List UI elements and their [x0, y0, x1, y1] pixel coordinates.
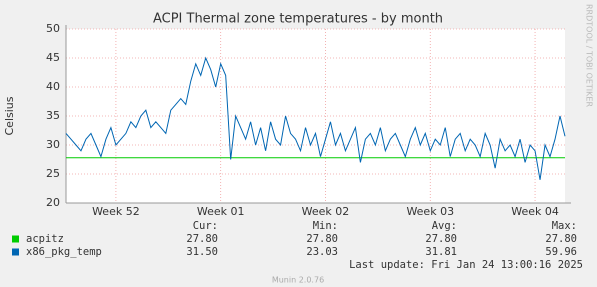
x-tick-label: Week 04 — [511, 205, 559, 218]
legend-swatch — [12, 235, 19, 243]
last-update: Last update: Fri Jan 24 13:00:16 2025 — [349, 259, 583, 271]
y-tick-label: 40 — [46, 80, 60, 93]
side-text: RRDTOOL / TOBI OETIKER — [585, 4, 594, 107]
stat-value: 27.80 — [186, 233, 218, 245]
y-tick-label: 20 — [46, 196, 60, 209]
chart-title: ACPI Thermal zone temperatures - by mont… — [153, 12, 443, 27]
x-tick-label: Week 01 — [197, 205, 245, 218]
stat-value: 27.80 — [306, 233, 338, 245]
stat-value: 59.96 — [545, 246, 577, 258]
stat-value: 23.03 — [306, 246, 338, 258]
stat-value: 27.80 — [545, 233, 577, 245]
x-tick-label: Week 03 — [406, 205, 454, 218]
y-tick-label: 30 — [46, 138, 60, 151]
stat-header: Avg: — [432, 220, 457, 232]
y-tick-label: 45 — [46, 51, 60, 64]
series-line — [65, 56, 566, 180]
y-axis-label: Celsius — [3, 96, 16, 135]
stat-header: Min: — [313, 220, 338, 232]
stat-value: 31.50 — [186, 246, 218, 258]
stat-value: 31.81 — [425, 246, 457, 258]
legend-label: acpitz — [26, 233, 64, 245]
y-tick-label: 25 — [46, 167, 60, 180]
legend-label: x86_pkg_temp — [26, 246, 102, 258]
y-tick-label: 35 — [46, 109, 60, 122]
y-tick-label: 50 — [46, 22, 60, 35]
footer: Munin 2.0.76 — [272, 276, 324, 285]
x-tick-label: Week 02 — [302, 205, 350, 218]
stat-header: Cur: — [193, 220, 218, 232]
stat-value: 27.80 — [425, 233, 457, 245]
x-tick-label: Week 52 — [92, 205, 140, 218]
stat-header: Max: — [552, 220, 577, 232]
legend-swatch — [12, 248, 19, 256]
